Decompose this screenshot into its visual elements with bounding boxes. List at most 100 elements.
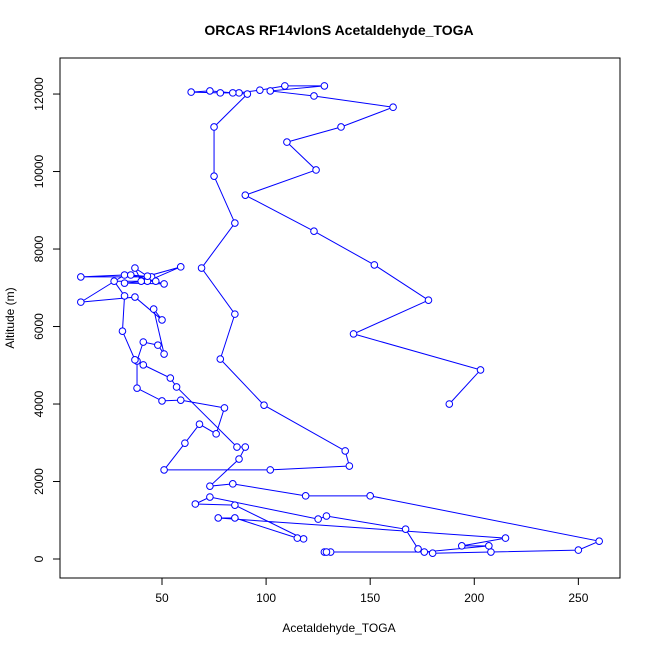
data-point xyxy=(322,512,331,520)
data-point xyxy=(260,401,268,409)
data-point xyxy=(337,123,345,131)
data-point xyxy=(501,534,510,542)
x-tick-label: 100 xyxy=(256,591,276,605)
y-axis-label: Altitude (m) xyxy=(3,287,17,348)
data-point xyxy=(389,103,397,112)
data-point xyxy=(151,277,160,285)
data-point xyxy=(143,272,152,280)
data-point xyxy=(345,462,354,470)
data-point xyxy=(283,138,291,146)
data-point xyxy=(235,455,243,463)
data-point xyxy=(476,366,485,374)
data-point xyxy=(187,88,195,96)
data-point xyxy=(166,374,175,382)
data-point xyxy=(220,404,229,412)
data-point xyxy=(231,501,239,509)
data-point xyxy=(574,546,583,554)
data-point xyxy=(160,280,168,288)
data-point xyxy=(181,439,189,447)
data-point xyxy=(424,296,433,304)
y-tick-label: 2000 xyxy=(32,468,46,495)
x-tick-label: 200 xyxy=(464,591,484,605)
data-point xyxy=(310,92,318,100)
data-point xyxy=(206,493,214,501)
y-tick-label: 12000 xyxy=(32,77,46,111)
x-tick-label: 50 xyxy=(155,591,169,605)
data-point xyxy=(149,305,158,313)
data-point xyxy=(301,492,310,500)
data-point xyxy=(131,264,139,272)
data-point xyxy=(233,443,241,451)
data-point xyxy=(191,500,200,508)
data-point xyxy=(312,166,320,174)
data-point xyxy=(216,89,225,97)
data-point xyxy=(231,310,239,318)
data-point xyxy=(160,350,168,358)
data-point xyxy=(322,548,331,556)
data-point xyxy=(206,87,214,95)
data-point xyxy=(172,383,181,391)
data-point xyxy=(216,355,225,363)
chart-title: ORCAS RF14vlonS Acetaldehyde_TOGA xyxy=(204,22,473,38)
data-point xyxy=(457,542,466,550)
data-point xyxy=(401,525,410,533)
data-point xyxy=(197,264,206,272)
data-point xyxy=(293,534,302,542)
data-point xyxy=(299,535,308,543)
data-point xyxy=(176,396,185,404)
data-point xyxy=(241,191,250,199)
data-point xyxy=(320,82,329,90)
data-point xyxy=(210,123,218,131)
data-point xyxy=(212,430,220,438)
y-tick-label: 8000 xyxy=(32,235,46,262)
data-point xyxy=(206,482,214,490)
data-point xyxy=(243,90,252,98)
y-tick-label: 10000 xyxy=(32,155,46,189)
x-axis-label: Acetaldehyde_TOGA xyxy=(282,621,395,635)
data-point xyxy=(137,277,145,285)
data-point xyxy=(241,443,250,451)
y-tick-label: 4000 xyxy=(32,390,46,417)
data-point xyxy=(158,397,166,405)
data-point xyxy=(487,548,495,556)
data-point xyxy=(595,537,603,545)
data-point xyxy=(366,492,374,500)
data-point xyxy=(210,172,218,180)
data-point xyxy=(195,420,204,428)
data-point xyxy=(158,316,166,324)
data-point xyxy=(314,515,322,523)
data-point xyxy=(256,86,264,94)
data-point xyxy=(228,89,237,97)
data-point xyxy=(139,338,148,346)
data-point xyxy=(126,271,135,279)
data-point xyxy=(266,466,275,474)
data-point xyxy=(428,549,437,558)
data-point xyxy=(414,545,422,553)
data-point xyxy=(160,466,168,474)
data-point xyxy=(349,330,358,338)
data-point xyxy=(131,356,139,364)
data-point xyxy=(77,298,85,306)
data-point xyxy=(266,87,275,95)
data-point xyxy=(176,263,185,271)
plot-frame xyxy=(59,57,621,579)
data-point xyxy=(214,514,223,522)
x-tick-label: 150 xyxy=(360,591,380,605)
data-point xyxy=(231,514,239,522)
data-point xyxy=(77,273,85,281)
data-point xyxy=(281,82,289,90)
data-point xyxy=(231,219,239,227)
data-point xyxy=(445,400,454,408)
data-point xyxy=(118,327,127,335)
data-point xyxy=(370,261,379,269)
data-point xyxy=(341,447,350,455)
data-point xyxy=(420,548,429,556)
data-point xyxy=(120,279,129,287)
data-point xyxy=(485,542,493,550)
data-point xyxy=(110,277,118,285)
y-tick-label: 6000 xyxy=(32,313,46,340)
y-tick-label: 0 xyxy=(32,555,46,562)
x-tick-label: 250 xyxy=(568,591,588,605)
data-point xyxy=(235,89,243,97)
